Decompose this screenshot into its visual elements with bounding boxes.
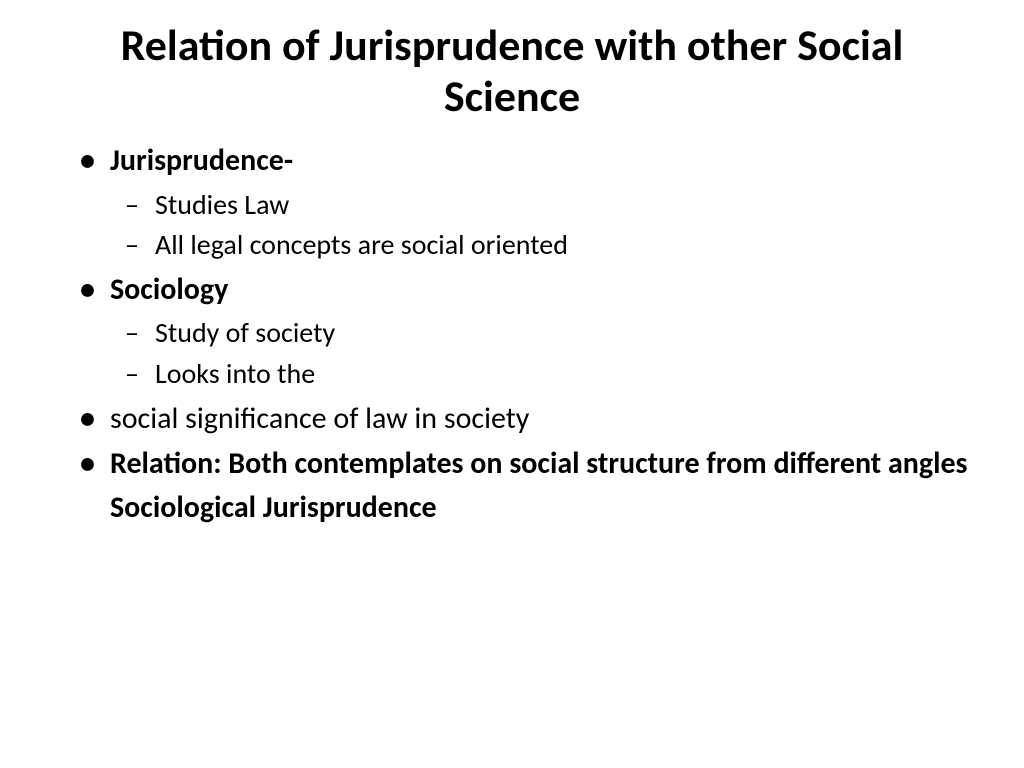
sub-bullet-item: All legal concepts are social oriented [110,225,974,266]
sub-bullet-item: Looks into the [110,354,974,395]
bullet-item-relation: Relation: Both contemplates on social st… [70,442,974,529]
bullet-list: Jurisprudence- Studies Law All legal con… [70,139,974,529]
sub-bullet-list: Study of society Looks into the [110,313,974,394]
sub-bullet-list: Studies Law All legal concepts are socia… [110,185,974,266]
slide-content: Jurisprudence- Studies Law All legal con… [50,139,974,529]
bullet-item-social-significance: social significance of law in society [70,397,974,441]
bullet-item-jurisprudence: Jurisprudence- Studies Law All legal con… [70,139,974,266]
sub-bullet-item: Study of society [110,313,974,354]
bullet-label: social significance of law in society [110,400,529,437]
bullet-label: Relation: Both contemplates on social st… [110,445,968,526]
sub-bullet-item: Studies Law [110,185,974,226]
slide-title: Relation of Jurisprudence with other Soc… [50,20,974,121]
bullet-item-sociology: Sociology Study of society Looks into th… [70,268,974,395]
bullet-label: Jurisprudence- [110,142,293,179]
bullet-label: Sociology [110,271,228,308]
